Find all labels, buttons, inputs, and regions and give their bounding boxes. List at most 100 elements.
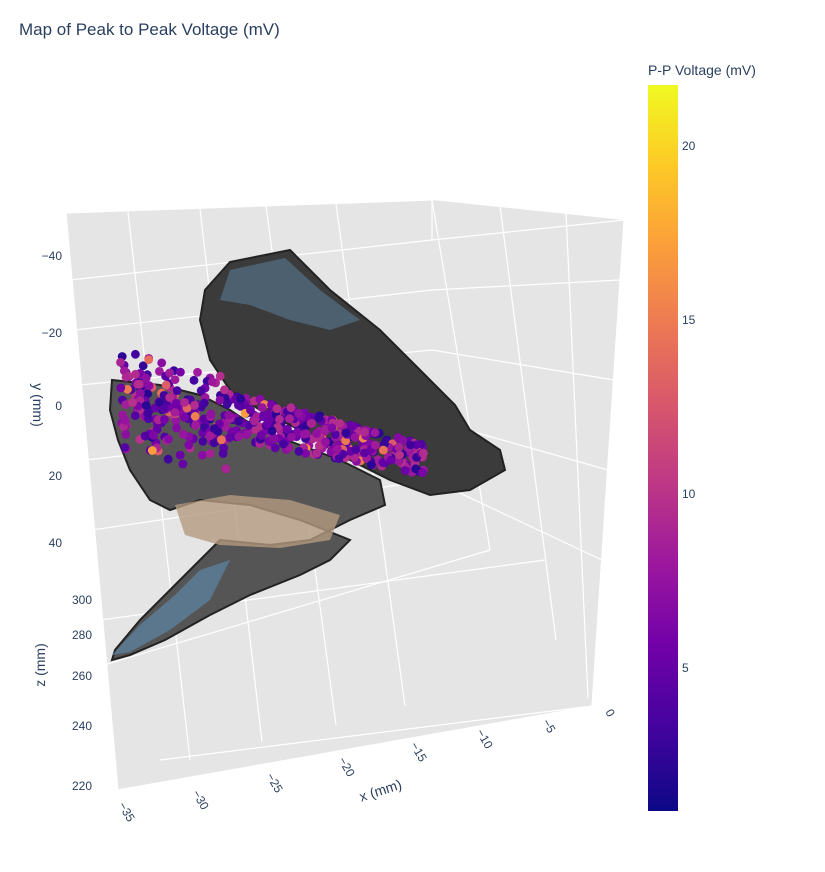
voltage-point[interactable]	[327, 423, 337, 433]
voltage-point[interactable]	[178, 429, 188, 439]
voltage-point[interactable]	[134, 379, 144, 389]
voltage-point[interactable]	[312, 448, 321, 458]
voltage-point[interactable]	[224, 411, 234, 420]
voltage-point[interactable]	[217, 435, 226, 445]
voltage-point[interactable]	[196, 402, 206, 412]
voltage-point[interactable]	[206, 409, 216, 419]
voltage-point[interactable]	[159, 404, 169, 413]
voltage-point[interactable]	[172, 386, 182, 395]
voltage-point[interactable]	[257, 403, 267, 412]
voltage-point[interactable]	[191, 421, 200, 430]
voltage-point[interactable]	[287, 432, 296, 442]
voltage-point[interactable]	[190, 411, 200, 421]
voltage-point[interactable]	[140, 431, 150, 441]
voltage-point[interactable]	[351, 445, 361, 454]
voltage-point[interactable]	[272, 404, 282, 414]
voltage-point[interactable]	[286, 403, 296, 413]
voltage-point[interactable]	[189, 375, 199, 385]
voltage-point[interactable]	[198, 437, 208, 446]
voltage-point[interactable]	[210, 424, 219, 433]
voltage-point[interactable]	[371, 440, 380, 450]
voltage-point[interactable]	[412, 440, 422, 450]
voltage-point[interactable]	[406, 440, 415, 450]
voltage-point[interactable]	[360, 448, 369, 458]
voltage-point[interactable]	[294, 447, 304, 456]
voltage-point[interactable]	[270, 443, 280, 453]
voltage-point[interactable]	[121, 372, 131, 382]
voltage-point[interactable]	[285, 414, 294, 423]
voltage-point[interactable]	[262, 419, 272, 429]
voltage-point[interactable]	[190, 400, 199, 410]
voltage-point[interactable]	[419, 448, 428, 458]
voltage-point[interactable]	[360, 427, 369, 437]
voltage-point[interactable]	[144, 381, 154, 391]
voltage-point[interactable]	[294, 409, 303, 418]
voltage-point[interactable]	[172, 423, 182, 433]
voltage-point[interactable]	[236, 402, 246, 411]
voltage-point[interactable]	[234, 417, 244, 426]
voltage-point[interactable]	[196, 386, 206, 396]
voltage-point[interactable]	[197, 450, 207, 460]
voltage-point[interactable]	[215, 371, 225, 381]
voltage-point[interactable]	[160, 415, 169, 424]
voltage-point[interactable]	[165, 393, 175, 402]
voltage-point[interactable]	[370, 428, 380, 438]
voltage-point[interactable]	[246, 405, 255, 415]
voltage-point[interactable]	[121, 430, 131, 439]
voltage-point[interactable]	[279, 439, 288, 449]
voltage-point[interactable]	[312, 429, 321, 438]
voltage-point[interactable]	[411, 464, 421, 474]
voltage-point[interactable]	[395, 450, 404, 460]
voltage-point[interactable]	[116, 358, 125, 367]
voltage-point[interactable]	[348, 421, 358, 431]
voltage-point[interactable]	[164, 434, 173, 444]
voltage-point[interactable]	[234, 432, 244, 441]
voltage-point[interactable]	[141, 401, 151, 410]
voltage-point[interactable]	[193, 367, 202, 377]
voltage-point[interactable]	[120, 443, 130, 452]
voltage-point[interactable]	[269, 433, 279, 443]
voltage-point[interactable]	[157, 358, 167, 368]
voltage-point[interactable]	[330, 430, 340, 439]
voltage-point[interactable]	[143, 409, 153, 418]
voltage-point[interactable]	[341, 428, 351, 438]
voltage-point[interactable]	[131, 369, 140, 379]
voltage-point[interactable]	[314, 413, 324, 423]
voltage-point[interactable]	[209, 438, 219, 448]
voltage-points[interactable]	[116, 349, 428, 477]
voltage-point[interactable]	[178, 459, 188, 469]
voltage-point[interactable]	[176, 367, 185, 377]
voltage-point[interactable]	[163, 454, 173, 464]
voltage-point[interactable]	[180, 398, 190, 407]
voltage-point[interactable]	[350, 432, 360, 442]
voltage-point[interactable]	[143, 389, 153, 399]
voltage-point[interactable]	[120, 415, 130, 425]
voltage-point[interactable]	[267, 426, 277, 436]
voltage-point[interactable]	[367, 460, 376, 470]
voltage-point[interactable]	[147, 446, 157, 455]
voltage-point[interactable]	[207, 377, 217, 387]
voltage-point[interactable]	[236, 394, 246, 404]
voltage-point[interactable]	[144, 355, 154, 365]
voltage-point[interactable]	[116, 383, 126, 393]
voltage-point[interactable]	[225, 433, 235, 443]
voltage-point[interactable]	[220, 385, 229, 395]
voltage-point[interactable]	[165, 368, 175, 378]
voltage-point[interactable]	[378, 458, 388, 467]
voltage-point[interactable]	[398, 436, 408, 445]
voltage-point[interactable]	[175, 450, 185, 460]
voltage-point[interactable]	[334, 454, 344, 463]
voltage-point[interactable]	[170, 375, 180, 384]
voltage-point[interactable]	[130, 411, 140, 421]
voltage-point[interactable]	[394, 442, 404, 452]
voltage-point[interactable]	[222, 399, 232, 409]
voltage-point[interactable]	[155, 397, 164, 407]
voltage-point[interactable]	[141, 373, 151, 383]
voltage-point[interactable]	[301, 429, 311, 438]
voltage-point[interactable]	[242, 430, 252, 439]
voltage-point[interactable]	[155, 367, 164, 376]
voltage-point[interactable]	[306, 419, 316, 428]
voltage-point[interactable]	[292, 427, 302, 437]
voltage-point[interactable]	[149, 431, 159, 440]
